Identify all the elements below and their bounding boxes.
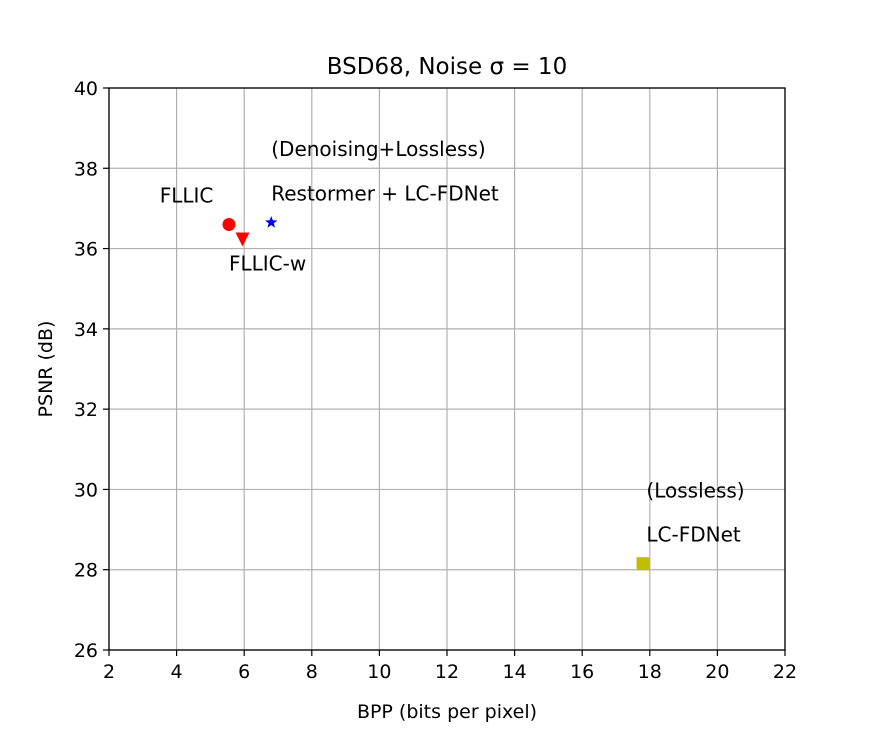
x-tick-label: 16 [570,661,594,683]
data-point-fllic [222,217,236,231]
x-tick-label: 8 [306,661,318,683]
data-point-fllic-w [235,232,250,247]
data-points [222,215,650,571]
annotation-label: (Lossless) [646,478,744,502]
x-tick-label: 6 [238,661,250,683]
y-axis-label: PSNR (dB) [35,321,57,418]
x-tick-label: 14 [503,661,527,683]
annotation-label: FLLIC [160,183,214,207]
x-tick-label: 12 [435,661,459,683]
x-tick-label: 22 [773,661,797,683]
chart-title: BSD68, Noise σ = 10 [327,54,567,80]
annotation-label: (Denoising+Lossless) [271,137,485,161]
x-tick-label: 18 [638,661,662,683]
annotation-label: Restormer + LC-FDNet [271,181,499,205]
y-tick-label: 38 [74,158,98,180]
x-tick-label: 20 [705,661,729,683]
annotations: (Denoising+Lossless) Restormer + LC-FDNet… [160,137,745,546]
y-tick-label: 28 [74,560,98,582]
annotation-label: FLLIC-w [229,252,306,276]
y-tick-label: 40 [74,78,98,100]
y-tick-label: 30 [74,479,98,501]
annotation-label: LC-FDNet [646,523,740,547]
x-axis-label: BPP (bits per pixel) [357,701,537,723]
grid [108,87,786,651]
y-tick-label: 36 [74,239,98,261]
data-point-restormer-lc-fdnet [265,215,278,228]
y-tick-label: 34 [74,319,98,341]
x-tick-label: 2 [103,661,115,683]
y-tick-label: 26 [74,640,98,662]
y-tick-label: 32 [74,399,98,421]
x-tick-label: 4 [171,661,183,683]
axis-ticks: 2 4 6 8 10 12 14 16 18 20 22 26 28 30 32 34 36 38 40 [74,78,797,683]
data-point-lc-fdnet [636,557,650,571]
x-tick-label: 10 [367,661,391,683]
